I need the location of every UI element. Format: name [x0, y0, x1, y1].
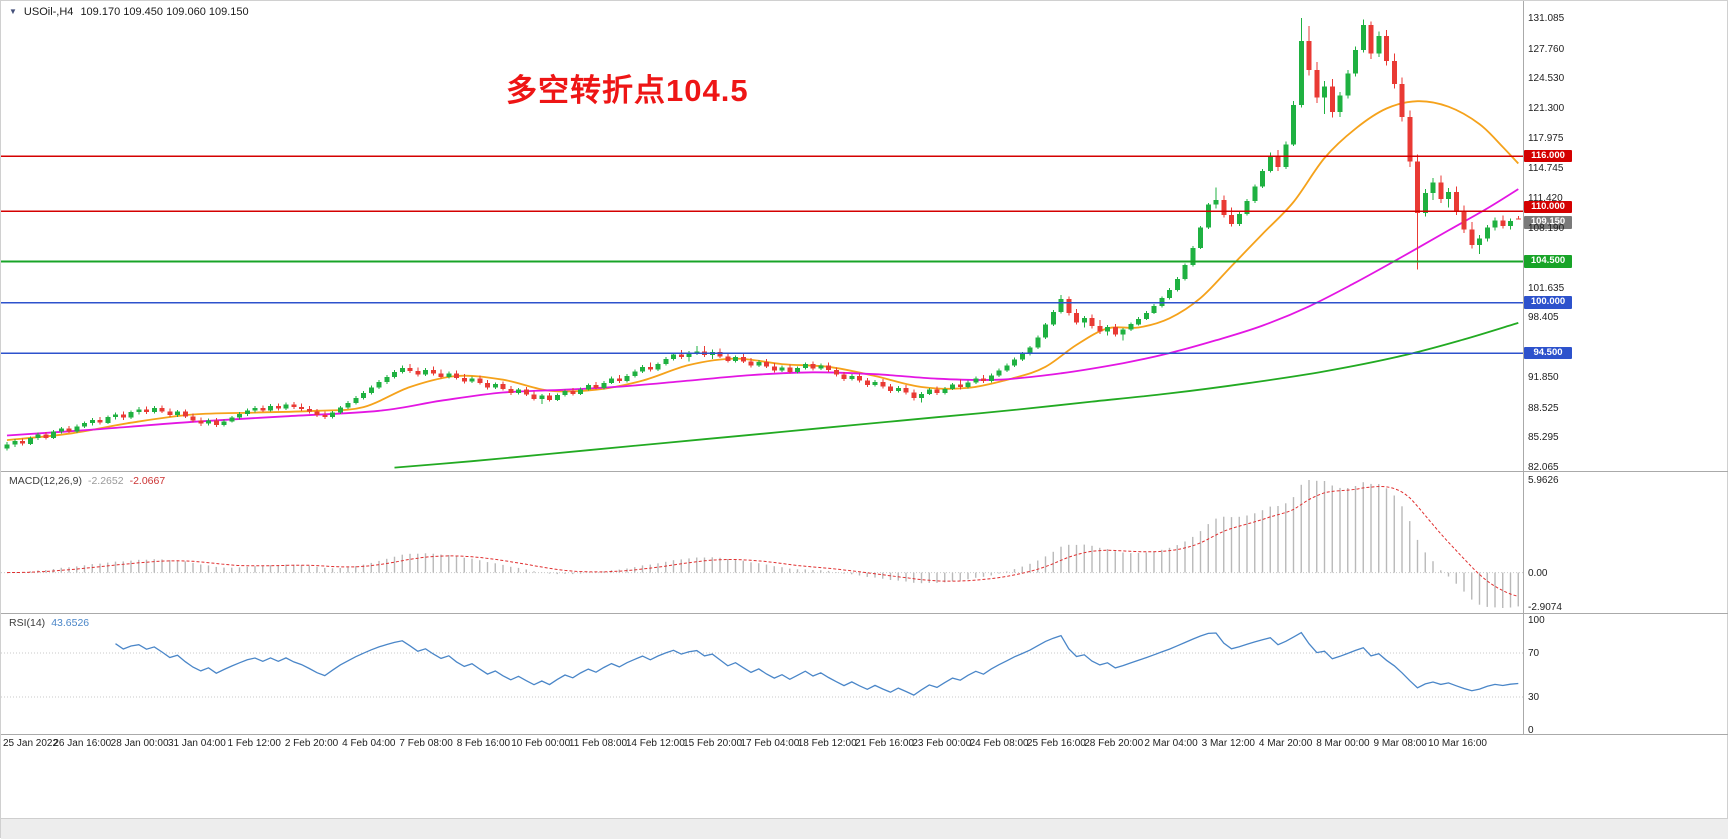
time-label: 26 Jan 16:00: [53, 738, 112, 749]
macd-tick-zero: 0.00: [1528, 567, 1548, 579]
macd-name: MACD(12,26,9): [9, 475, 82, 487]
macd-main-value: -2.2652: [87, 475, 124, 487]
time-label: 10 Feb 00:00: [511, 738, 571, 749]
time-label: 25 Jan 2022: [3, 738, 59, 749]
time-label: 31 Jan 04:00: [167, 738, 226, 749]
time-label: 15 Feb 20:00: [683, 738, 743, 749]
rsi-value: 43.6526: [51, 617, 90, 629]
symbol-marker-icon: ▼: [9, 6, 17, 16]
time-label: 28 Feb 20:00: [1084, 738, 1144, 749]
price-tag-100.000: 100.000: [1524, 296, 1572, 309]
macd-signal-value: -2.0667: [129, 475, 166, 487]
rsi-layer: [1, 631, 1523, 698]
price-tick: 121.300: [1528, 102, 1565, 114]
chart-ohlc-values: 109.170 109.450 109.060 109.150: [80, 6, 249, 18]
price-tick: 82.065: [1528, 462, 1559, 473]
price-tick: 111.420: [1528, 193, 1563, 205]
macd-layer: [1, 480, 1523, 608]
time-label: 8 Mar 00:00: [1316, 738, 1370, 749]
rsi-tick: 0: [1528, 725, 1534, 736]
current-price-tag: 109.150: [1524, 216, 1572, 229]
ma-line-fast: [6, 100, 1519, 441]
rsi-tick: 100: [1528, 615, 1545, 626]
time-label: 10 Mar 16:00: [1428, 738, 1487, 749]
price-tick: 124.530: [1528, 73, 1565, 84]
price-tick: 131.085: [1528, 13, 1565, 24]
price-tag-110.000: 110.000: [1524, 200, 1572, 214]
macd-indicator-label: MACD(12,26,9) -2.2652 -2.0667: [9, 475, 171, 487]
time-label: 18 Feb 12:00: [797, 738, 857, 749]
time-label: 2 Mar 04:00: [1144, 738, 1198, 749]
time-label: 25 Feb 16:00: [1026, 738, 1086, 749]
price-tick: 88.525: [1528, 402, 1559, 414]
time-label: 8 Feb 16:00: [456, 738, 511, 749]
rsi-line: [115, 631, 1519, 696]
time-label: 17 Feb 04:00: [740, 738, 800, 749]
candles-layer: [4, 18, 1521, 451]
hlines-layer[interactable]: [1, 155, 1523, 354]
time-label: 7 Feb 08:00: [399, 738, 453, 749]
macd-tick-max: 5.9626: [1528, 475, 1559, 486]
annotation-text[interactable]: 多空转折点104.5: [506, 73, 749, 108]
bottom-bar: [1, 818, 1728, 839]
time-label: 28 Jan 00:00: [110, 738, 169, 749]
time-label: 14 Feb 12:00: [625, 738, 685, 749]
rsi-tick: 70: [1528, 648, 1540, 659]
rsi-indicator-label: RSI(14) 43.6526: [9, 617, 95, 629]
time-label: 3 Mar 12:00: [1201, 738, 1255, 749]
price-tick: 101.635: [1528, 282, 1565, 294]
macd-signal-line: [6, 485, 1519, 597]
time-label: 9 Mar 08:00: [1373, 738, 1427, 749]
price-tick: 114.745: [1528, 162, 1564, 174]
ma-line-medium: [6, 188, 1519, 437]
price-tick: 85.295: [1528, 432, 1559, 444]
price-tick: 117.975: [1528, 133, 1564, 145]
price-tick: 91.850: [1528, 372, 1559, 384]
rsi-tick: 30: [1528, 692, 1540, 703]
price-tag-94.500: 94.500: [1524, 346, 1572, 360]
time-label: 4 Feb 04:00: [342, 738, 396, 749]
price-tag-104.500: 104.500: [1524, 255, 1572, 268]
time-label: 2 Feb 20:00: [284, 738, 339, 749]
time-label: 4 Mar 20:00: [1258, 738, 1313, 749]
time-label: 24 Feb 08:00: [969, 738, 1029, 749]
time-label: 1 Feb 12:00: [227, 738, 281, 749]
time-label: 21 Feb 16:00: [855, 738, 914, 749]
chart-title: USOil-,H4: [23, 6, 74, 18]
price-tick: 98.405: [1528, 312, 1559, 324]
time-label: 23 Feb 00:00: [912, 738, 972, 749]
macd-tick-min: -2.9074: [1528, 602, 1562, 613]
price-tick: 108.190: [1528, 222, 1565, 234]
price-tick: 127.760: [1528, 43, 1565, 55]
rsi-name: RSI(14): [9, 617, 46, 629]
ma-line-slow: [394, 322, 1519, 469]
price-tag-116.000: 116.000: [1524, 149, 1572, 163]
time-label: 11 Feb 08:00: [568, 738, 628, 749]
chart-header: ▼ USOil-,H4 109.170 109.450 109.060 109.…: [9, 6, 249, 18]
